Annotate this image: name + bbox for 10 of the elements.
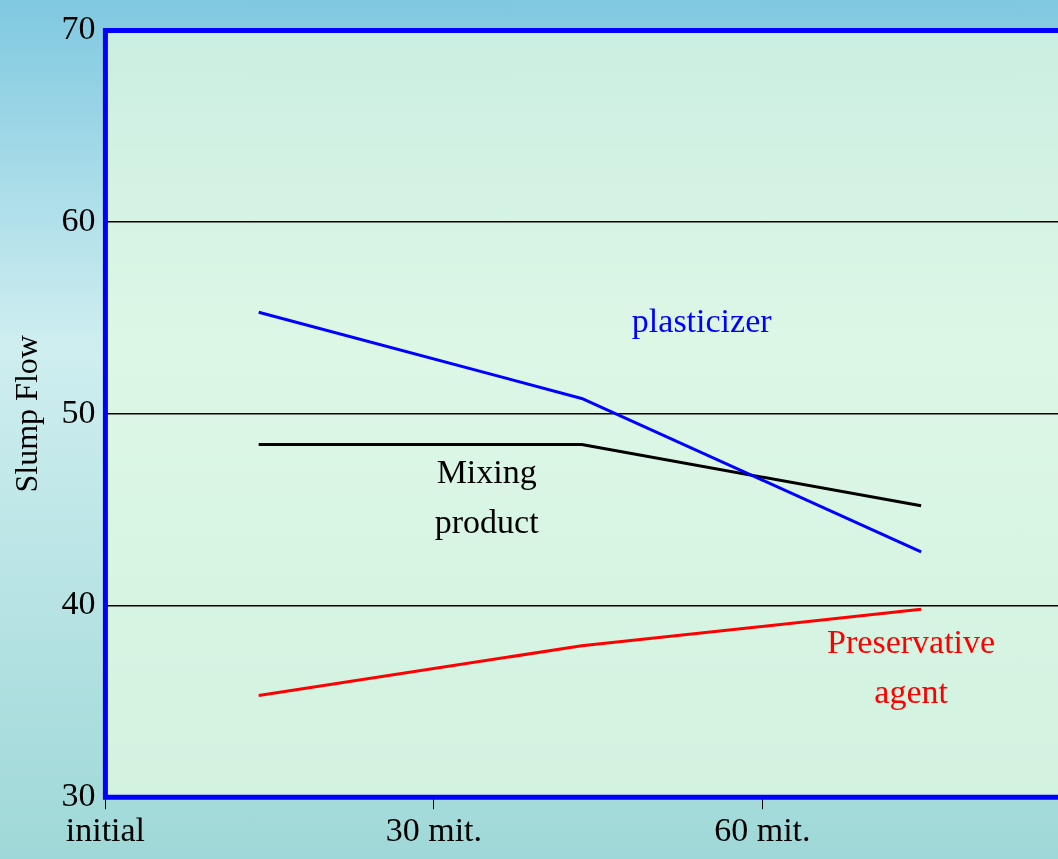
y-tick-label: 40: [61, 584, 96, 622]
y-axis-title: Slump Flow: [7, 335, 44, 493]
y-tick-label: 50: [61, 392, 96, 430]
x-tick-label: 60 mit.: [714, 810, 811, 848]
y-tick-label: 70: [61, 9, 96, 47]
series-label: Mixing product: [434, 453, 540, 541]
x-tick-label: 30 mit.: [385, 810, 483, 848]
series-label: Preservative agent: [827, 623, 996, 711]
y-tick-label: 60: [61, 201, 96, 239]
text: plasticizer: [631, 302, 773, 340]
